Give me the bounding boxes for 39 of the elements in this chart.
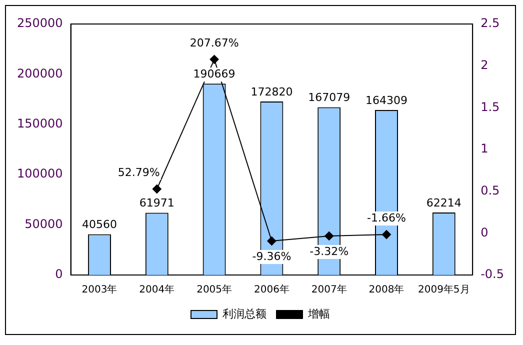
point — [210, 54, 219, 64]
y-tick-label: 200000 — [16, 66, 63, 80]
data-label: 164309 — [365, 94, 408, 107]
x-tick-label: 2007年 — [311, 284, 347, 296]
data-label: 207.67% — [190, 36, 239, 50]
data-label: 61971 — [139, 196, 174, 210]
data-label: -1.66% — [367, 211, 406, 224]
data-label: 190669 — [193, 67, 236, 80]
y2-tick-label: 2.5 — [480, 16, 500, 30]
x-tick-label: 2008年 — [368, 284, 404, 296]
y2-tick-label: 0.5 — [480, 183, 500, 198]
point — [267, 236, 276, 246]
point — [382, 230, 391, 240]
x-tick-label: 2009年5月 — [418, 284, 470, 296]
data-label: -3.32% — [310, 244, 349, 258]
data-label: -9.36% — [252, 250, 292, 263]
y2-tick-label: 1 — [480, 142, 488, 156]
y-tick-label: 150000 — [16, 116, 63, 131]
y-tick-label: 100000 — [16, 166, 63, 181]
y2-tick-label: 1.5 — [480, 100, 500, 114]
legend-label: 利润总额 — [222, 307, 266, 320]
data-label: 167079 — [308, 91, 350, 104]
legend-label: 增幅 — [307, 307, 330, 320]
x-tick-label: 2004年 — [139, 284, 175, 296]
y2-tick-label: -0.5 — [480, 267, 504, 282]
point — [324, 231, 334, 240]
x-tick-label: 2003年 — [82, 284, 118, 296]
data-label: 52.79% — [118, 166, 160, 179]
data-label: 172820 — [250, 85, 293, 98]
y-tick-label: 0 — [55, 267, 63, 282]
y2-tick-label: 2 — [480, 58, 488, 72]
y2-tick-label: 0 — [480, 225, 488, 240]
data-label: 62214 — [426, 196, 462, 210]
y-tick-label: 250000 — [16, 16, 63, 30]
point — [152, 184, 162, 194]
x-tick-label: 2006年 — [254, 284, 290, 296]
x-tick-label: 2005年 — [196, 284, 232, 296]
y-tick-label: 50000 — [24, 216, 63, 231]
data-label: 40560 — [82, 218, 118, 232]
